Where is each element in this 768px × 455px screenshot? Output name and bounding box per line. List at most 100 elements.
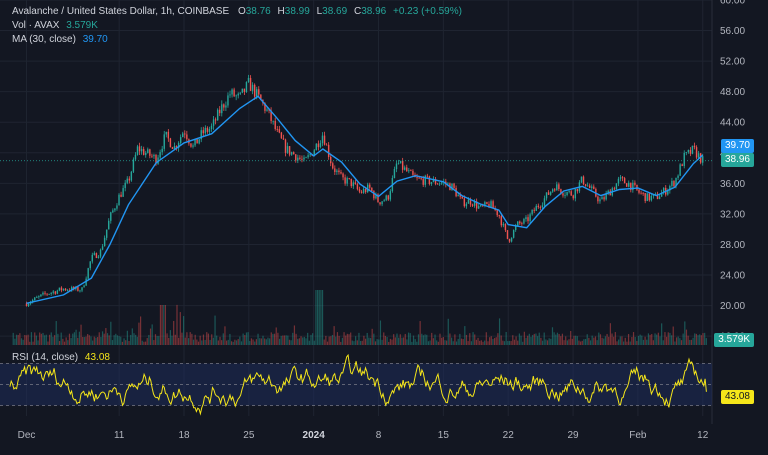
candle-body	[397, 163, 400, 165]
candle-body	[149, 149, 151, 156]
candle-body	[323, 135, 326, 145]
y-tick-label: 48.00	[720, 87, 745, 98]
volume-bar	[657, 332, 659, 345]
volume-bar	[37, 340, 39, 345]
candle-body	[212, 119, 215, 126]
candle-body	[619, 177, 622, 179]
volume-bar	[603, 338, 605, 345]
candle-body	[572, 195, 574, 199]
volume-bar	[320, 290, 322, 345]
volume-bar	[378, 339, 380, 345]
ma-legend-label: MA (30, close)	[12, 34, 76, 45]
candle-body	[142, 149, 145, 155]
volume-bar	[618, 339, 620, 345]
volume-bar	[654, 333, 656, 345]
candle-body	[71, 286, 73, 291]
candle-body	[175, 146, 178, 149]
candle-body	[198, 139, 200, 144]
candle-body	[276, 129, 278, 130]
volume-bar	[548, 338, 550, 345]
candle-body	[251, 84, 254, 91]
candle-body	[383, 200, 385, 202]
volume-bar	[196, 339, 198, 345]
volume-bar	[105, 328, 107, 345]
volume-bar	[469, 333, 471, 345]
candle-body	[582, 176, 585, 185]
volume-bar	[100, 336, 102, 345]
ohlc-open: O38.76	[237, 6, 271, 17]
candle-body	[266, 109, 268, 111]
volume-bar	[255, 339, 257, 345]
volume-bar	[226, 340, 228, 345]
volume-bar	[407, 332, 410, 345]
volume-bar	[197, 341, 200, 345]
candle-body	[95, 253, 98, 258]
volume-bar	[462, 339, 464, 345]
volume-bar	[305, 338, 307, 345]
candle-body	[346, 178, 348, 184]
volume-bar	[684, 321, 686, 345]
volume-bar	[47, 341, 49, 345]
volume-bar	[183, 316, 185, 345]
candle-body	[406, 167, 408, 172]
candle-body	[599, 199, 601, 202]
candle-body	[373, 191, 375, 199]
volume-bar	[490, 336, 492, 345]
x-tick-label: 29	[567, 430, 579, 441]
candle-body	[48, 293, 50, 295]
volume-bar	[178, 337, 180, 345]
symbol-legend[interactable]: Avalanche / United States Dollar, 1h, CO…	[12, 5, 462, 18]
volume-bar	[417, 334, 420, 345]
volume-bar	[613, 336, 615, 345]
volume-bar	[383, 332, 385, 345]
volume-bar	[15, 334, 18, 345]
volume-bar	[194, 334, 196, 345]
volume-bar	[181, 332, 183, 345]
volume-bar	[35, 335, 37, 345]
volume-bar	[221, 340, 223, 345]
candle-body	[134, 154, 137, 160]
candle-body	[192, 145, 194, 147]
volume-bar	[312, 333, 314, 345]
volume-bar	[560, 336, 562, 345]
candle-body	[480, 205, 482, 207]
volume-bar	[234, 339, 236, 345]
candle-body	[317, 143, 320, 148]
candle-body	[412, 170, 414, 175]
candle-body	[424, 175, 426, 185]
candle-body	[671, 181, 673, 186]
volume-bar	[244, 335, 246, 345]
candle-body	[656, 193, 659, 200]
candle-body	[364, 188, 367, 193]
rsi-legend[interactable]: RSI (14, close) 43.08	[12, 351, 110, 364]
candle-body	[206, 127, 209, 132]
candle-body	[502, 223, 505, 226]
candle-body	[362, 188, 365, 193]
volume-bar	[85, 336, 87, 345]
candle-body	[539, 207, 542, 208]
candle-body	[136, 146, 139, 155]
candle-body	[253, 84, 256, 97]
volume-bar	[106, 333, 109, 345]
candle-body	[126, 178, 128, 183]
candle-body	[120, 194, 122, 197]
volume-bar	[307, 332, 309, 345]
candle-body	[305, 157, 307, 159]
volume-bar	[416, 341, 418, 345]
candle-body	[607, 190, 609, 194]
volume-bar	[288, 339, 291, 345]
candle-body	[523, 219, 525, 224]
volume-bar	[647, 333, 650, 345]
ma-legend[interactable]: MA (30, close) 39.70	[12, 33, 108, 46]
candle-body	[377, 194, 379, 203]
volume-bar	[260, 338, 262, 345]
volume-bar	[561, 333, 564, 345]
volume-legend[interactable]: Vol · AVAX 3.579K	[12, 19, 98, 32]
volume-bar	[500, 335, 502, 345]
volume-bar	[396, 333, 398, 345]
candle-body	[564, 195, 566, 196]
candle-body	[225, 105, 227, 108]
volume-bar	[153, 340, 155, 345]
